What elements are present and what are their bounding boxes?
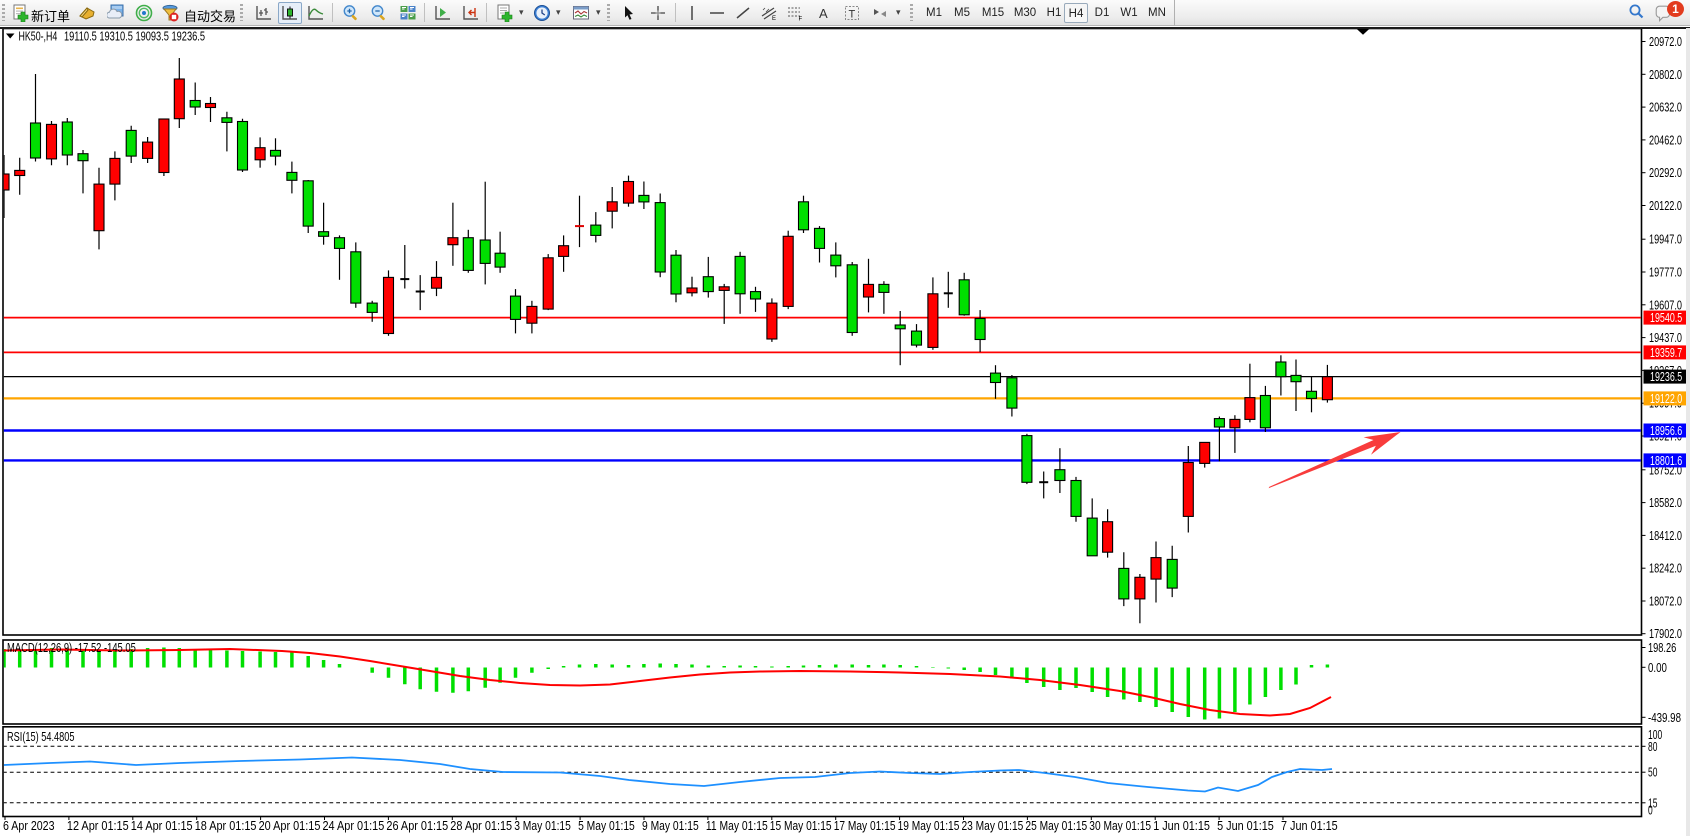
svg-text:19359.7: 19359.7 <box>1650 345 1682 360</box>
svg-text:19236.5: 19236.5 <box>1650 369 1682 384</box>
svg-text:F: F <box>799 17 803 23</box>
svg-text:30 May 01:15: 30 May 01:15 <box>1089 819 1151 833</box>
svg-text:15 May 01:15: 15 May 01:15 <box>770 819 832 833</box>
svg-text:80: 80 <box>1648 739 1657 754</box>
svg-text:19540.5: 19540.5 <box>1650 310 1682 325</box>
svg-text:18582.0: 18582.0 <box>1649 495 1682 510</box>
svg-text:25 May 01:15: 25 May 01:15 <box>1025 819 1087 833</box>
svg-text:19437.0: 19437.0 <box>1649 330 1682 345</box>
svg-text:18072.0: 18072.0 <box>1649 594 1682 609</box>
svg-text:18801.6: 18801.6 <box>1650 453 1682 468</box>
svg-text:19122.0: 19122.0 <box>1650 391 1682 406</box>
svg-text:26 Apr 01:15: 26 Apr 01:15 <box>386 819 448 833</box>
svg-text:0: 0 <box>1648 802 1653 817</box>
svg-text:E: E <box>772 16 776 22</box>
svg-text:12 Apr 01:15: 12 Apr 01:15 <box>67 819 129 833</box>
svg-text:28 Apr 01:15: 28 Apr 01:15 <box>450 819 512 833</box>
svg-text:18956.6: 18956.6 <box>1650 423 1682 438</box>
svg-text:0.00: 0.00 <box>1648 660 1667 675</box>
svg-text:20972.0: 20972.0 <box>1649 34 1682 49</box>
svg-text:20122.0: 20122.0 <box>1649 198 1682 213</box>
svg-text:24 Apr 01:15: 24 Apr 01:15 <box>323 819 385 833</box>
svg-text:5 Jun 01:15: 5 Jun 01:15 <box>1217 819 1274 833</box>
svg-text:20 Apr 01:15: 20 Apr 01:15 <box>259 819 321 833</box>
svg-text:11 May 01:15: 11 May 01:15 <box>706 819 768 833</box>
svg-text:23 May 01:15: 23 May 01:15 <box>962 819 1024 833</box>
svg-text:5 May 01:15: 5 May 01:15 <box>578 819 635 833</box>
svg-text:14 Apr 01:15: 14 Apr 01:15 <box>131 819 193 833</box>
svg-text:19110.5 19310.5 19093.5 19236.: 19110.5 19310.5 19093.5 19236.5 <box>64 29 205 44</box>
svg-text:50: 50 <box>1648 765 1657 780</box>
svg-text:19947.0: 19947.0 <box>1649 232 1682 247</box>
svg-text:3 May 01:15: 3 May 01:15 <box>514 819 571 833</box>
svg-text:20462.0: 20462.0 <box>1649 132 1682 147</box>
svg-text:MACD(12,26,9) -17.52 -145.05: MACD(12,26,9) -17.52 -145.05 <box>7 641 136 655</box>
svg-text:T: T <box>849 9 856 21</box>
svg-text:17902.0: 17902.0 <box>1649 626 1682 641</box>
svg-text:-439.98: -439.98 <box>1648 710 1681 725</box>
svg-text:18 Apr 01:15: 18 Apr 01:15 <box>195 819 257 833</box>
svg-text:18242.0: 18242.0 <box>1649 561 1682 576</box>
svg-text:RSI(15) 54.4805: RSI(15) 54.4805 <box>7 730 75 744</box>
svg-text:15: 15 <box>1648 795 1657 810</box>
svg-text:198.26: 198.26 <box>1648 640 1676 655</box>
svg-text:100: 100 <box>1648 727 1662 742</box>
svg-text:19 May 01:15: 19 May 01:15 <box>898 819 960 833</box>
svg-text:18412.0: 18412.0 <box>1649 528 1682 543</box>
svg-text:20632.0: 20632.0 <box>1649 100 1682 115</box>
svg-text:17 May 01:15: 17 May 01:15 <box>834 819 896 833</box>
svg-text:1 Jun 01:15: 1 Jun 01:15 <box>1153 819 1210 833</box>
svg-text:19777.0: 19777.0 <box>1649 265 1682 280</box>
svg-text:6 Apr 2023: 6 Apr 2023 <box>3 819 55 833</box>
svg-text:20802.0: 20802.0 <box>1649 67 1682 82</box>
svg-text:19607.0: 19607.0 <box>1649 297 1682 312</box>
svg-text:9 May 01:15: 9 May 01:15 <box>642 819 699 833</box>
svg-text:20292.0: 20292.0 <box>1649 165 1682 180</box>
svg-text:7 Jun 01:15: 7 Jun 01:15 <box>1281 819 1338 833</box>
svg-text:HK50-,H4: HK50-,H4 <box>19 29 58 44</box>
svg-text:A: A <box>819 6 828 21</box>
